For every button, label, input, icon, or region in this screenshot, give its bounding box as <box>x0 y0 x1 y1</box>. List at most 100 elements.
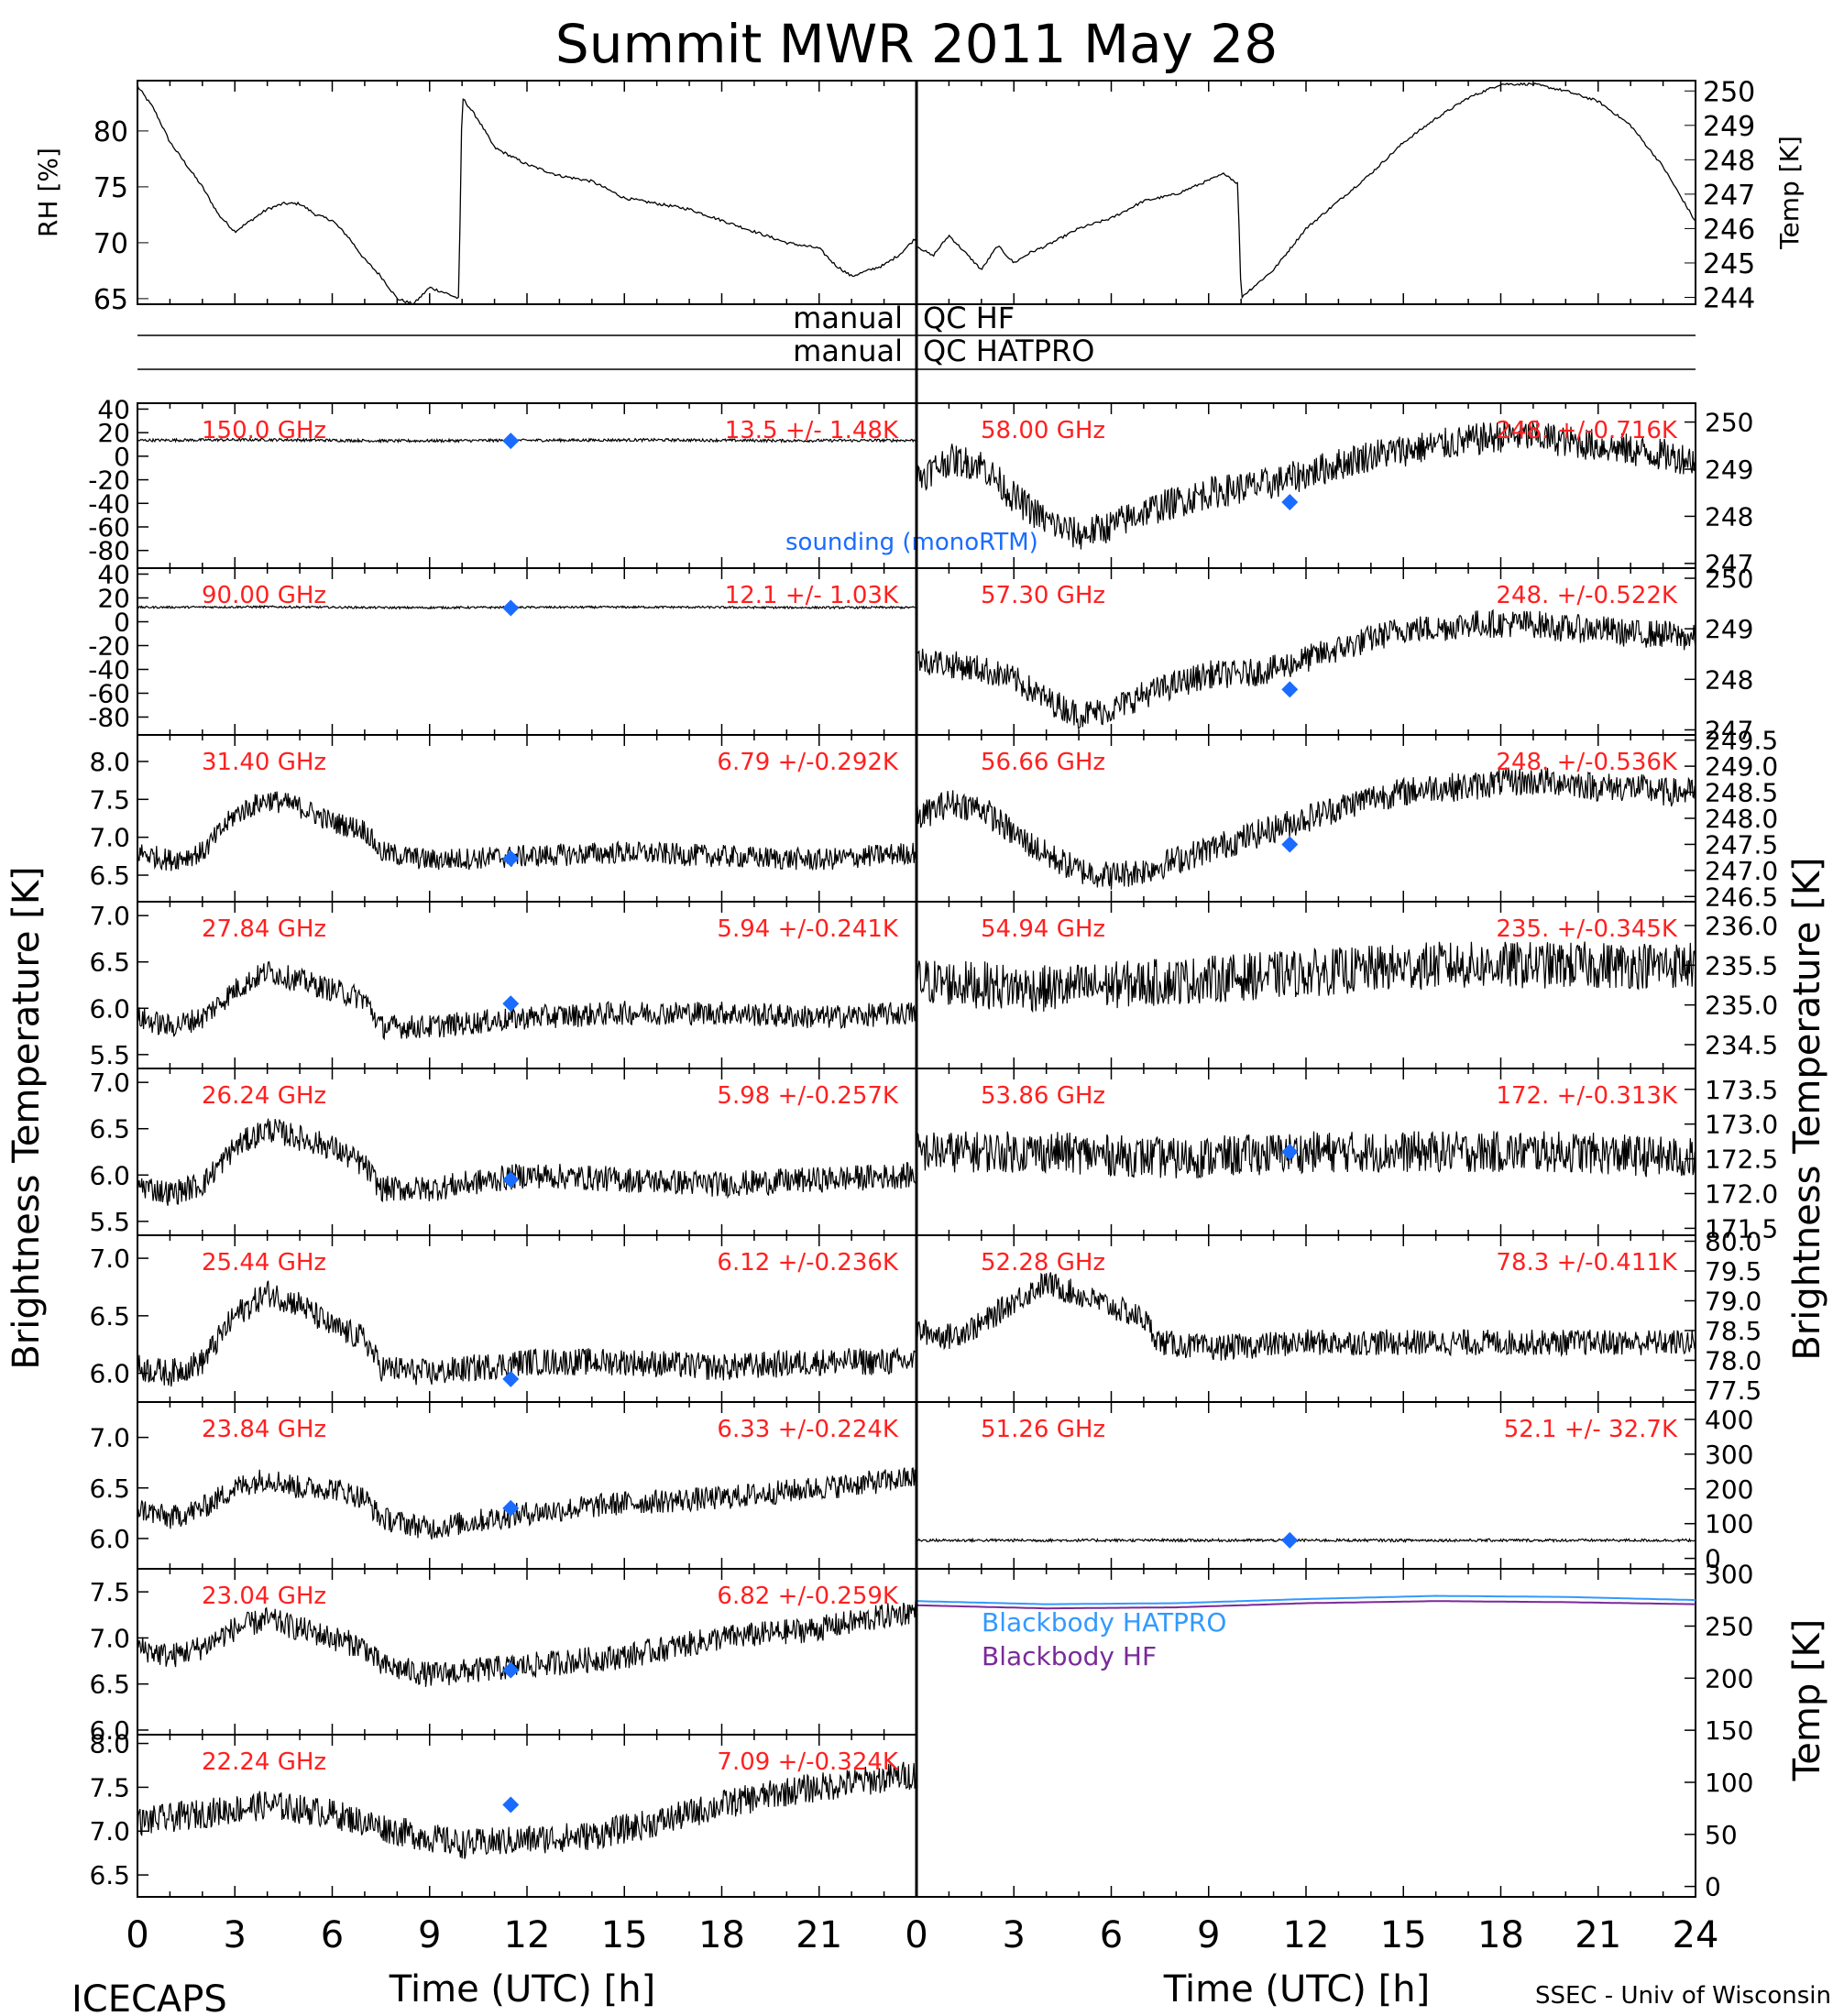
stat-label-left-8: 7.09 +/-0.324K <box>717 1748 899 1776</box>
trace-left-7 <box>137 1599 917 1687</box>
stat-label-left-2: 6.79 +/-0.292K <box>717 749 899 776</box>
y-tick-label: 6.0 <box>89 993 130 1024</box>
stat-label-left-3: 5.94 +/-0.241K <box>717 915 899 943</box>
y-tick-label: -40 <box>88 488 130 519</box>
y-tick-label: 7.5 <box>89 784 130 815</box>
y-tick-label: 100 <box>1705 1509 1753 1539</box>
stat-label-right-4: 172. +/-0.313K <box>1496 1082 1678 1110</box>
y-tick-label: 5.5 <box>89 1040 130 1070</box>
temp-axis-label: Temp [K] <box>1774 136 1805 250</box>
sounding-marker-left-1 <box>502 599 520 617</box>
stat-label-right-5: 78.3 +/-0.411K <box>1496 1249 1678 1276</box>
qc-label-hf: QC HF <box>923 301 1015 335</box>
freq-label-left-7: 23.04 GHz <box>202 1583 326 1610</box>
freq-label-right-0: 58.00 GHz <box>981 417 1105 444</box>
y-tick-label: 200 <box>1705 1474 1753 1505</box>
temp-tick-label: 246 <box>1703 214 1755 246</box>
y-tick-label: 78.0 <box>1705 1346 1762 1376</box>
y-tick-label: 150 <box>1705 1715 1753 1746</box>
x-tick-label-left: 15 <box>601 1914 648 1956</box>
freq-label-left-3: 27.84 GHz <box>202 915 326 943</box>
y-tick-label: 173.0 <box>1705 1110 1778 1140</box>
y-tick-label: 7.0 <box>89 1068 130 1098</box>
qc-manual-1: manual <box>793 301 903 335</box>
stat-label-left-7: 6.82 +/-0.259K <box>717 1583 899 1610</box>
y-tick-label: 300 <box>1705 1440 1753 1470</box>
sounding-marker-right-0 <box>1281 494 1299 510</box>
stat-label-right-1: 248. +/-0.522K <box>1496 582 1678 609</box>
trace-left-8 <box>137 1761 917 1859</box>
x-tick-label-right: 12 <box>1283 1914 1330 1956</box>
y-tick-label: 7.0 <box>89 823 130 853</box>
temp-trace <box>916 82 1696 300</box>
y-tick-label: 0 <box>1705 1872 1721 1902</box>
trace-right-5 <box>916 1272 1696 1361</box>
stat-label-right-3: 235. +/-0.345K <box>1496 915 1678 943</box>
trace-left-5 <box>137 1280 917 1387</box>
rh-tick-label: 75 <box>93 172 128 204</box>
y-tick-label: 6.0 <box>89 1160 130 1190</box>
stat-label-right-2: 248. +/-0.536K <box>1496 749 1678 776</box>
freq-label-left-1: 90.00 GHz <box>202 582 326 609</box>
trace-right-2 <box>916 767 1696 890</box>
freq-label-right-1: 57.30 GHz <box>981 582 1105 609</box>
y-tick-label: 171.5 <box>1705 1213 1778 1244</box>
y-tick-label: 248 <box>1705 501 1753 531</box>
freq-label-left-0: 150.0 GHz <box>202 417 326 444</box>
x-tick-label-right: 0 <box>905 1914 927 1956</box>
sounding-marker-left-8 <box>502 1796 520 1813</box>
qc-manual-2: manual <box>793 334 903 368</box>
freq-label-left-4: 26.24 GHz <box>202 1082 326 1110</box>
freq-label-right-6: 51.26 GHz <box>981 1416 1105 1443</box>
rh-tick-label: 80 <box>93 116 128 148</box>
y-tick-label: 172.5 <box>1705 1145 1778 1175</box>
y-tick-label: 6.5 <box>89 1860 130 1890</box>
stat-label-left-6: 6.33 +/-0.224K <box>717 1416 899 1443</box>
sounding-marker-left-2 <box>502 849 520 867</box>
y-tick-label: 7.0 <box>89 901 130 931</box>
temp-tick-label: 245 <box>1703 248 1755 280</box>
y-tick-label: 7.0 <box>89 1816 130 1846</box>
legend-bb-hf: Blackbody HF <box>982 1641 1157 1671</box>
stat-label-right-0: 248. +/-0.716K <box>1496 417 1678 444</box>
sounding-marker-left-5 <box>502 1370 520 1387</box>
figure-title: Summit MWR 2011 May 28 <box>555 13 1278 75</box>
freq-label-right-2: 56.66 GHz <box>981 749 1105 776</box>
y-tick-label: 250 <box>1705 408 1753 438</box>
trace-left-4 <box>137 1118 917 1206</box>
y-tick-label: 235.0 <box>1705 991 1778 1021</box>
x-axis-label-right: Time (UTC) [h] <box>1163 1968 1430 2011</box>
x-tick-label-left: 0 <box>126 1914 148 1956</box>
temp-tick-label: 250 <box>1703 76 1755 108</box>
y-tick-label: 0 <box>1705 1544 1721 1574</box>
y-tick-label: 236.0 <box>1705 911 1778 941</box>
qc-label-hatpro: QC HATPRO <box>923 334 1094 368</box>
y-tick-label: 300 <box>1705 1560 1753 1590</box>
legend-sounding: sounding (monoRTM) <box>785 529 1038 556</box>
y-tick-label: 79.5 <box>1705 1256 1762 1287</box>
y-tick-label: 20 <box>97 584 130 614</box>
y-tick-label: 200 <box>1705 1663 1753 1693</box>
y-tick-label: 7.5 <box>89 1772 130 1802</box>
trace-left-2 <box>137 791 917 871</box>
y-tick-label: 6.0 <box>89 1524 130 1554</box>
rh-trace <box>137 85 917 305</box>
freq-label-right-4: 53.86 GHz <box>981 1082 1105 1110</box>
tb-axis-label-right: Brightness Temperature [K] <box>1786 857 1828 1360</box>
bb-hf-line <box>916 1600 1696 1610</box>
y-tick-label: 100 <box>1705 1768 1753 1798</box>
sounding-marker-right-1 <box>1281 681 1299 698</box>
x-tick-label-right: 9 <box>1197 1914 1220 1956</box>
y-tick-label: -80 <box>88 703 130 733</box>
trace-right-1 <box>916 608 1696 729</box>
temp-tick-label: 244 <box>1703 282 1755 314</box>
y-tick-label: 248.5 <box>1705 778 1778 808</box>
y-tick-label: 250 <box>1705 564 1753 594</box>
trace-left-0 <box>137 436 917 444</box>
y-tick-label: 248 <box>1705 664 1753 695</box>
y-tick-label: 79.0 <box>1705 1287 1762 1317</box>
y-tick-label: 235.5 <box>1705 950 1778 981</box>
y-tick-label: 6.5 <box>89 1301 130 1331</box>
trace-right-6 <box>916 1537 1696 1544</box>
